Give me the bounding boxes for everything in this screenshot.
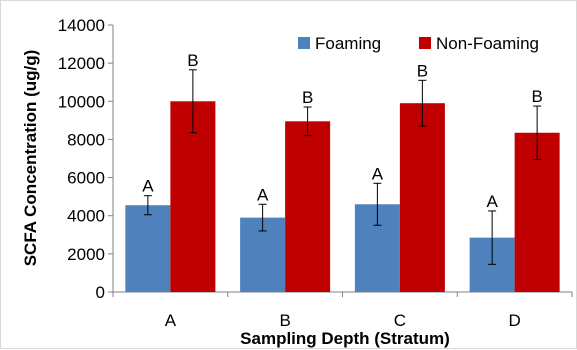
x-tick-label: B bbox=[279, 311, 290, 330]
y-tick-label: 8000 bbox=[67, 130, 105, 149]
legend-label-non-foaming: Non-Foaming bbox=[436, 34, 539, 53]
legend-swatch-foaming bbox=[298, 37, 310, 49]
significance-label-non-foaming: B bbox=[187, 51, 198, 70]
y-axis-title: SCFA Concentration (ug/g) bbox=[21, 50, 40, 267]
significance-label-foaming: A bbox=[257, 185, 269, 204]
y-tick-label: 14000 bbox=[58, 16, 105, 35]
bar-foaming bbox=[125, 205, 171, 292]
bar-non-foaming bbox=[285, 121, 331, 292]
x-tick-label: D bbox=[508, 311, 520, 330]
y-tick-label: 6000 bbox=[67, 169, 105, 188]
significance-label-foaming: A bbox=[372, 164, 384, 183]
y-tick-label: 12000 bbox=[58, 54, 105, 73]
legend-swatch-non-foaming bbox=[419, 37, 431, 49]
significance-label-non-foaming: B bbox=[302, 88, 313, 107]
y-tick-label: 4000 bbox=[67, 207, 105, 226]
y-tick-label: 2000 bbox=[67, 245, 105, 264]
significance-label-foaming: A bbox=[142, 177, 154, 196]
bar-non-foaming bbox=[399, 103, 445, 292]
significance-label-foaming: A bbox=[486, 192, 498, 211]
y-tick-label: 0 bbox=[96, 283, 105, 302]
x-tick-label: C bbox=[394, 311, 406, 330]
legend: Foaming Non-Foaming bbox=[298, 34, 539, 53]
x-tick-label: A bbox=[165, 311, 177, 330]
significance-label-non-foaming: B bbox=[531, 87, 542, 106]
x-axis-title: Sampling Depth (Stratum) bbox=[240, 329, 450, 348]
plot-area: 0 2000 4000 6000 8000 10000 12000 14000 A B C D A A A A… bbox=[58, 16, 573, 330]
y-tick-label: 10000 bbox=[58, 92, 105, 111]
significance-label-non-foaming: B bbox=[417, 61, 428, 80]
legend-label-foaming: Foaming bbox=[315, 34, 381, 53]
